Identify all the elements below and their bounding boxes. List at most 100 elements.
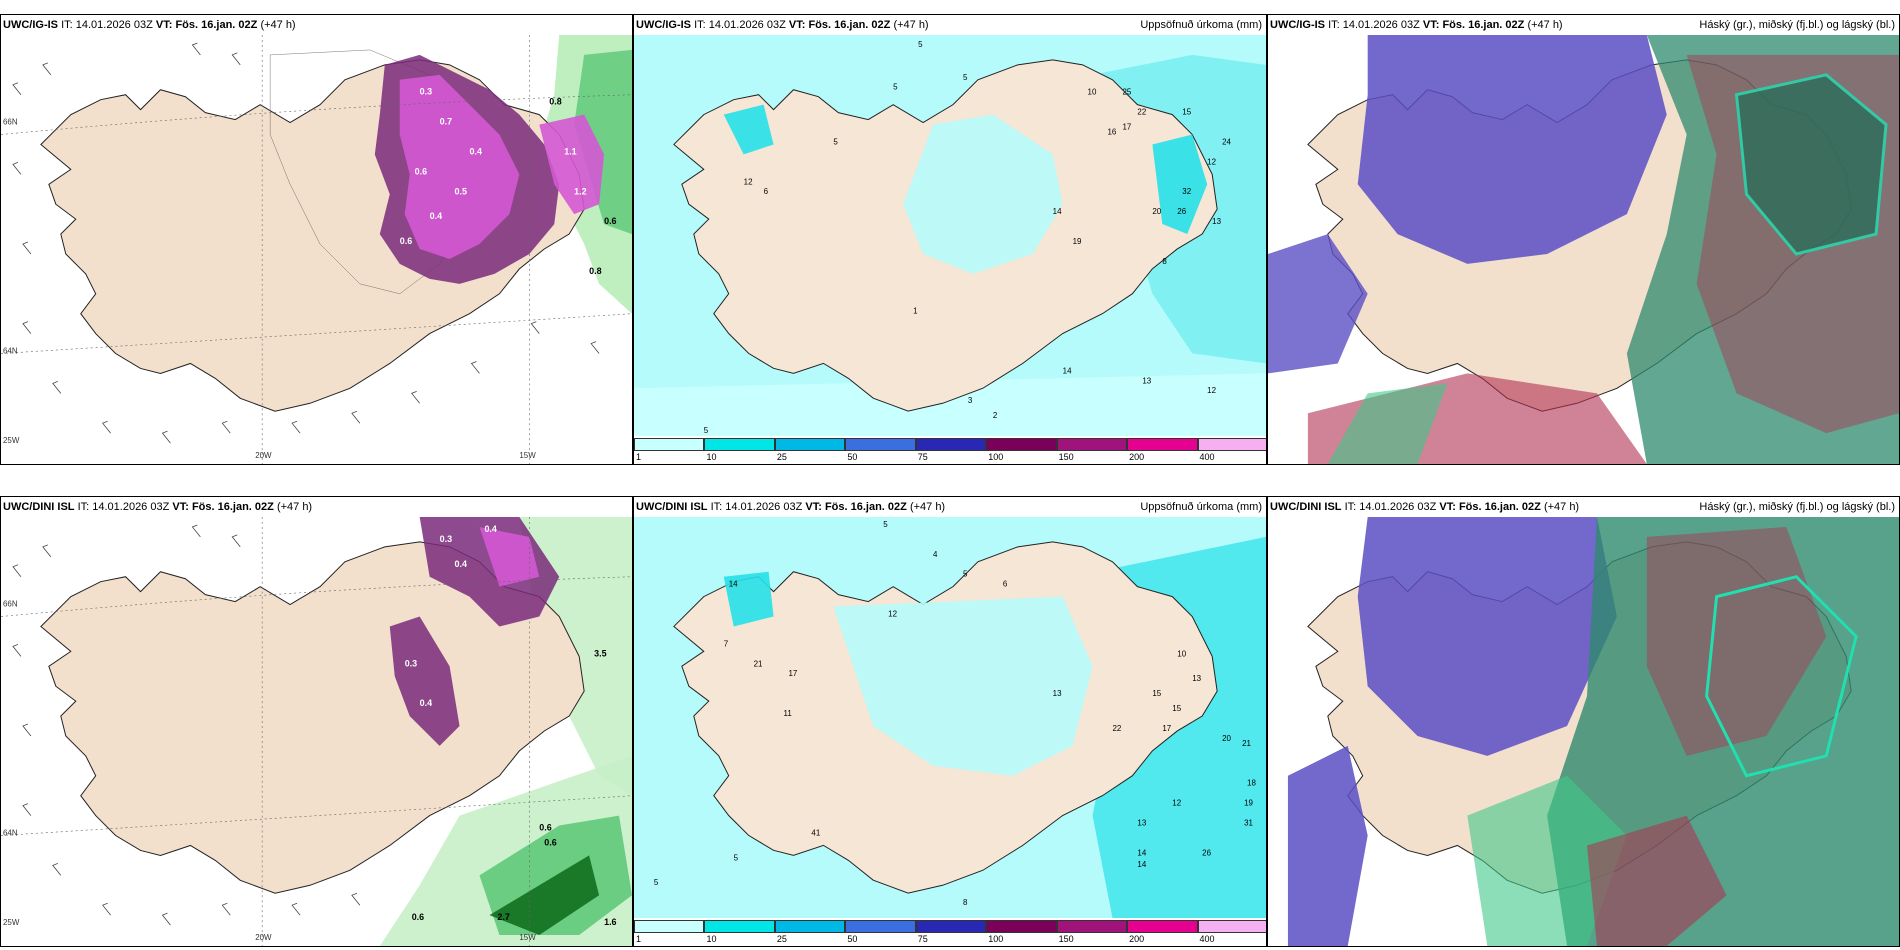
cloud-map-svg: [1268, 35, 1899, 464]
precip-value: 20: [1222, 734, 1231, 743]
lon-label-20: 20W: [255, 451, 272, 460]
valid-time: Fös. 16.jan. 02Z: [1458, 501, 1541, 513]
map-area: [1268, 517, 1899, 946]
init-time: 14.01.2026 03Z: [725, 501, 803, 513]
wind-map-svg: 0.3 0.4 0.4 0.3 0.4 0.6 0.6 0.6 2.7 3.5 …: [1, 517, 632, 946]
it-label: IT:: [1344, 501, 1357, 513]
colorbar-tick: 200: [1129, 934, 1145, 944]
colorbar-tick: 75: [917, 934, 928, 944]
precip-value: 4: [933, 550, 938, 559]
colorbar-swatch: [704, 920, 775, 933]
snow-value: 0.4: [484, 524, 496, 534]
lead-time: (+47 h): [276, 501, 313, 513]
lon-label-25: 25W: [3, 918, 20, 927]
precip-value: 10: [1088, 88, 1097, 97]
colorbar-swatch: [915, 438, 987, 451]
precip-value: 14: [1137, 860, 1146, 869]
precip-value: 10: [1177, 649, 1186, 658]
rain-value: 3.5: [594, 648, 606, 658]
precip-value: 41: [811, 828, 820, 837]
rain-value: 2.7: [497, 912, 509, 922]
snow-value: 0.6: [415, 166, 427, 176]
precip-value: 15: [1172, 704, 1181, 713]
colorbar-swatch: [986, 438, 1057, 451]
it-label: IT:: [710, 501, 723, 513]
valid-time: Fös. 16.jan. 02Z: [175, 19, 258, 31]
precip-value: 11: [784, 709, 793, 718]
precip-value: 5: [704, 426, 709, 435]
colorbar-tick: 100: [988, 934, 1004, 944]
precip-map-svg: 5 5 5 10 25 22 15 24 16 17 12 5 13 8 12 …: [634, 35, 1266, 436]
precip-value: 13: [1192, 674, 1201, 683]
lat-label-64: 64N: [3, 829, 18, 838]
panel-header: UWC/DINI ISL IT: 14.01.2026 03Z VT: Fös.…: [1, 497, 632, 517]
wind-snow-panel-dini: UWC/DINI ISL IT: 14.01.2026 03Z VT: Fös.…: [0, 496, 633, 947]
vt-label: VT:: [1422, 19, 1440, 31]
colorbar-tick: 10: [706, 452, 717, 462]
precip-value: 14: [1137, 848, 1146, 857]
precip-value: 20: [1152, 207, 1161, 216]
colorbar-tick: 50: [847, 452, 858, 462]
precip-value: 15: [1152, 689, 1161, 698]
precip-map-svg: 5 4 5 6 14 12 21 17 7 11 5 13 15 10 15 1…: [634, 517, 1266, 918]
precip-value: 5: [918, 40, 923, 49]
precip-value: 5: [883, 520, 888, 529]
precip-value: 5: [734, 853, 739, 862]
lat-label-66: 66N: [3, 118, 18, 127]
precip-value: 12: [1207, 157, 1216, 166]
colorbar-tick: 150: [1058, 452, 1074, 462]
it-label: IT:: [694, 19, 706, 31]
map-title: Háský (gr.), miðský (fj.bl.) og lágský (…: [1699, 19, 1895, 31]
lon-label-15: 15W: [519, 451, 536, 460]
lon-label-25: 25W: [3, 436, 20, 445]
init-time: 14.01.2026 03Z: [75, 19, 153, 31]
model-name: UWC/DINI ISL: [1270, 501, 1342, 513]
precip-value: 21: [754, 659, 763, 668]
rain-value: 0.6: [544, 837, 556, 847]
cloud-panel-igis: UWC/IG-IS IT: 14.01.2026 03Z VT: Fös. 16…: [1267, 14, 1900, 465]
precip-value: 13: [1053, 689, 1062, 698]
colorbar-tick: 150: [1058, 934, 1074, 944]
map-title: Uppsöfnuð úrkoma (mm): [1140, 501, 1262, 513]
cloud-panel-dini: UWC/DINI ISL IT: 14.01.2026 03Z VT: Fös.…: [1267, 496, 1900, 947]
panel-header: UWC/IG-IS IT: 14.01.2026 03Z VT: Fös. 16…: [634, 15, 1266, 35]
colorbar-tick: 400: [1199, 452, 1215, 462]
precip-value: 5: [893, 83, 898, 92]
map-area: 0.3 0.4 0.4 0.3 0.4 0.6 0.6 0.6 2.7 3.5 …: [1, 517, 632, 946]
precip-value: 12: [744, 177, 753, 186]
lead-time: (+47 h): [260, 19, 296, 31]
precip-value: 13: [1137, 818, 1146, 827]
cloud-map-svg: [1268, 517, 1899, 946]
colorbar: 1 10 25 50 75 100 150 200 400: [634, 918, 1266, 946]
precip-value: 15: [1182, 108, 1191, 117]
colorbar-tick: 25: [776, 934, 787, 944]
model-name: UWC/DINI ISL: [636, 501, 708, 513]
model-name: UWC/DINI ISL: [3, 501, 75, 513]
colorbar-tick: 1: [636, 934, 642, 944]
valid-time: Fös. 16.jan. 02Z: [1442, 19, 1525, 31]
valid-time: Fös. 16.jan. 02Z: [808, 19, 891, 31]
colorbar-swatch: [986, 920, 1057, 933]
lead-time: (+47 h): [893, 19, 929, 31]
precip-value: 13: [1212, 217, 1221, 226]
snow-value: 0.7: [440, 117, 452, 127]
precip-value: 19: [1244, 799, 1253, 808]
precip-value: 2: [993, 411, 998, 420]
model-name: UWC/IG-IS: [636, 19, 691, 31]
colorbar-swatch: [774, 920, 846, 933]
precip-value: 24: [1222, 137, 1231, 146]
snow-value: 1.2: [574, 186, 586, 196]
model-name: UWC/IG-IS: [1270, 19, 1325, 31]
colorbar-tick: 100: [988, 452, 1004, 462]
snow-value: 1.1: [564, 146, 576, 156]
snow-value: 0.4: [420, 698, 432, 708]
precip-value: 14: [1053, 207, 1062, 216]
wind-snow-panel-igis: UWC/IG-IS IT: 14.01.2026 03Z VT: Fös. 16…: [0, 14, 633, 465]
rain-value: 0.6: [604, 216, 616, 226]
snow-value: 0.3: [440, 534, 452, 544]
colorbar-swatch: [845, 438, 916, 451]
precip-value: 12: [1207, 386, 1216, 395]
panel-header: UWC/DINI ISL IT: 14.01.2026 03Z VT: Fös.…: [1268, 497, 1899, 517]
precip-value: 5: [963, 73, 968, 82]
snow-value: 0.4: [430, 211, 442, 221]
